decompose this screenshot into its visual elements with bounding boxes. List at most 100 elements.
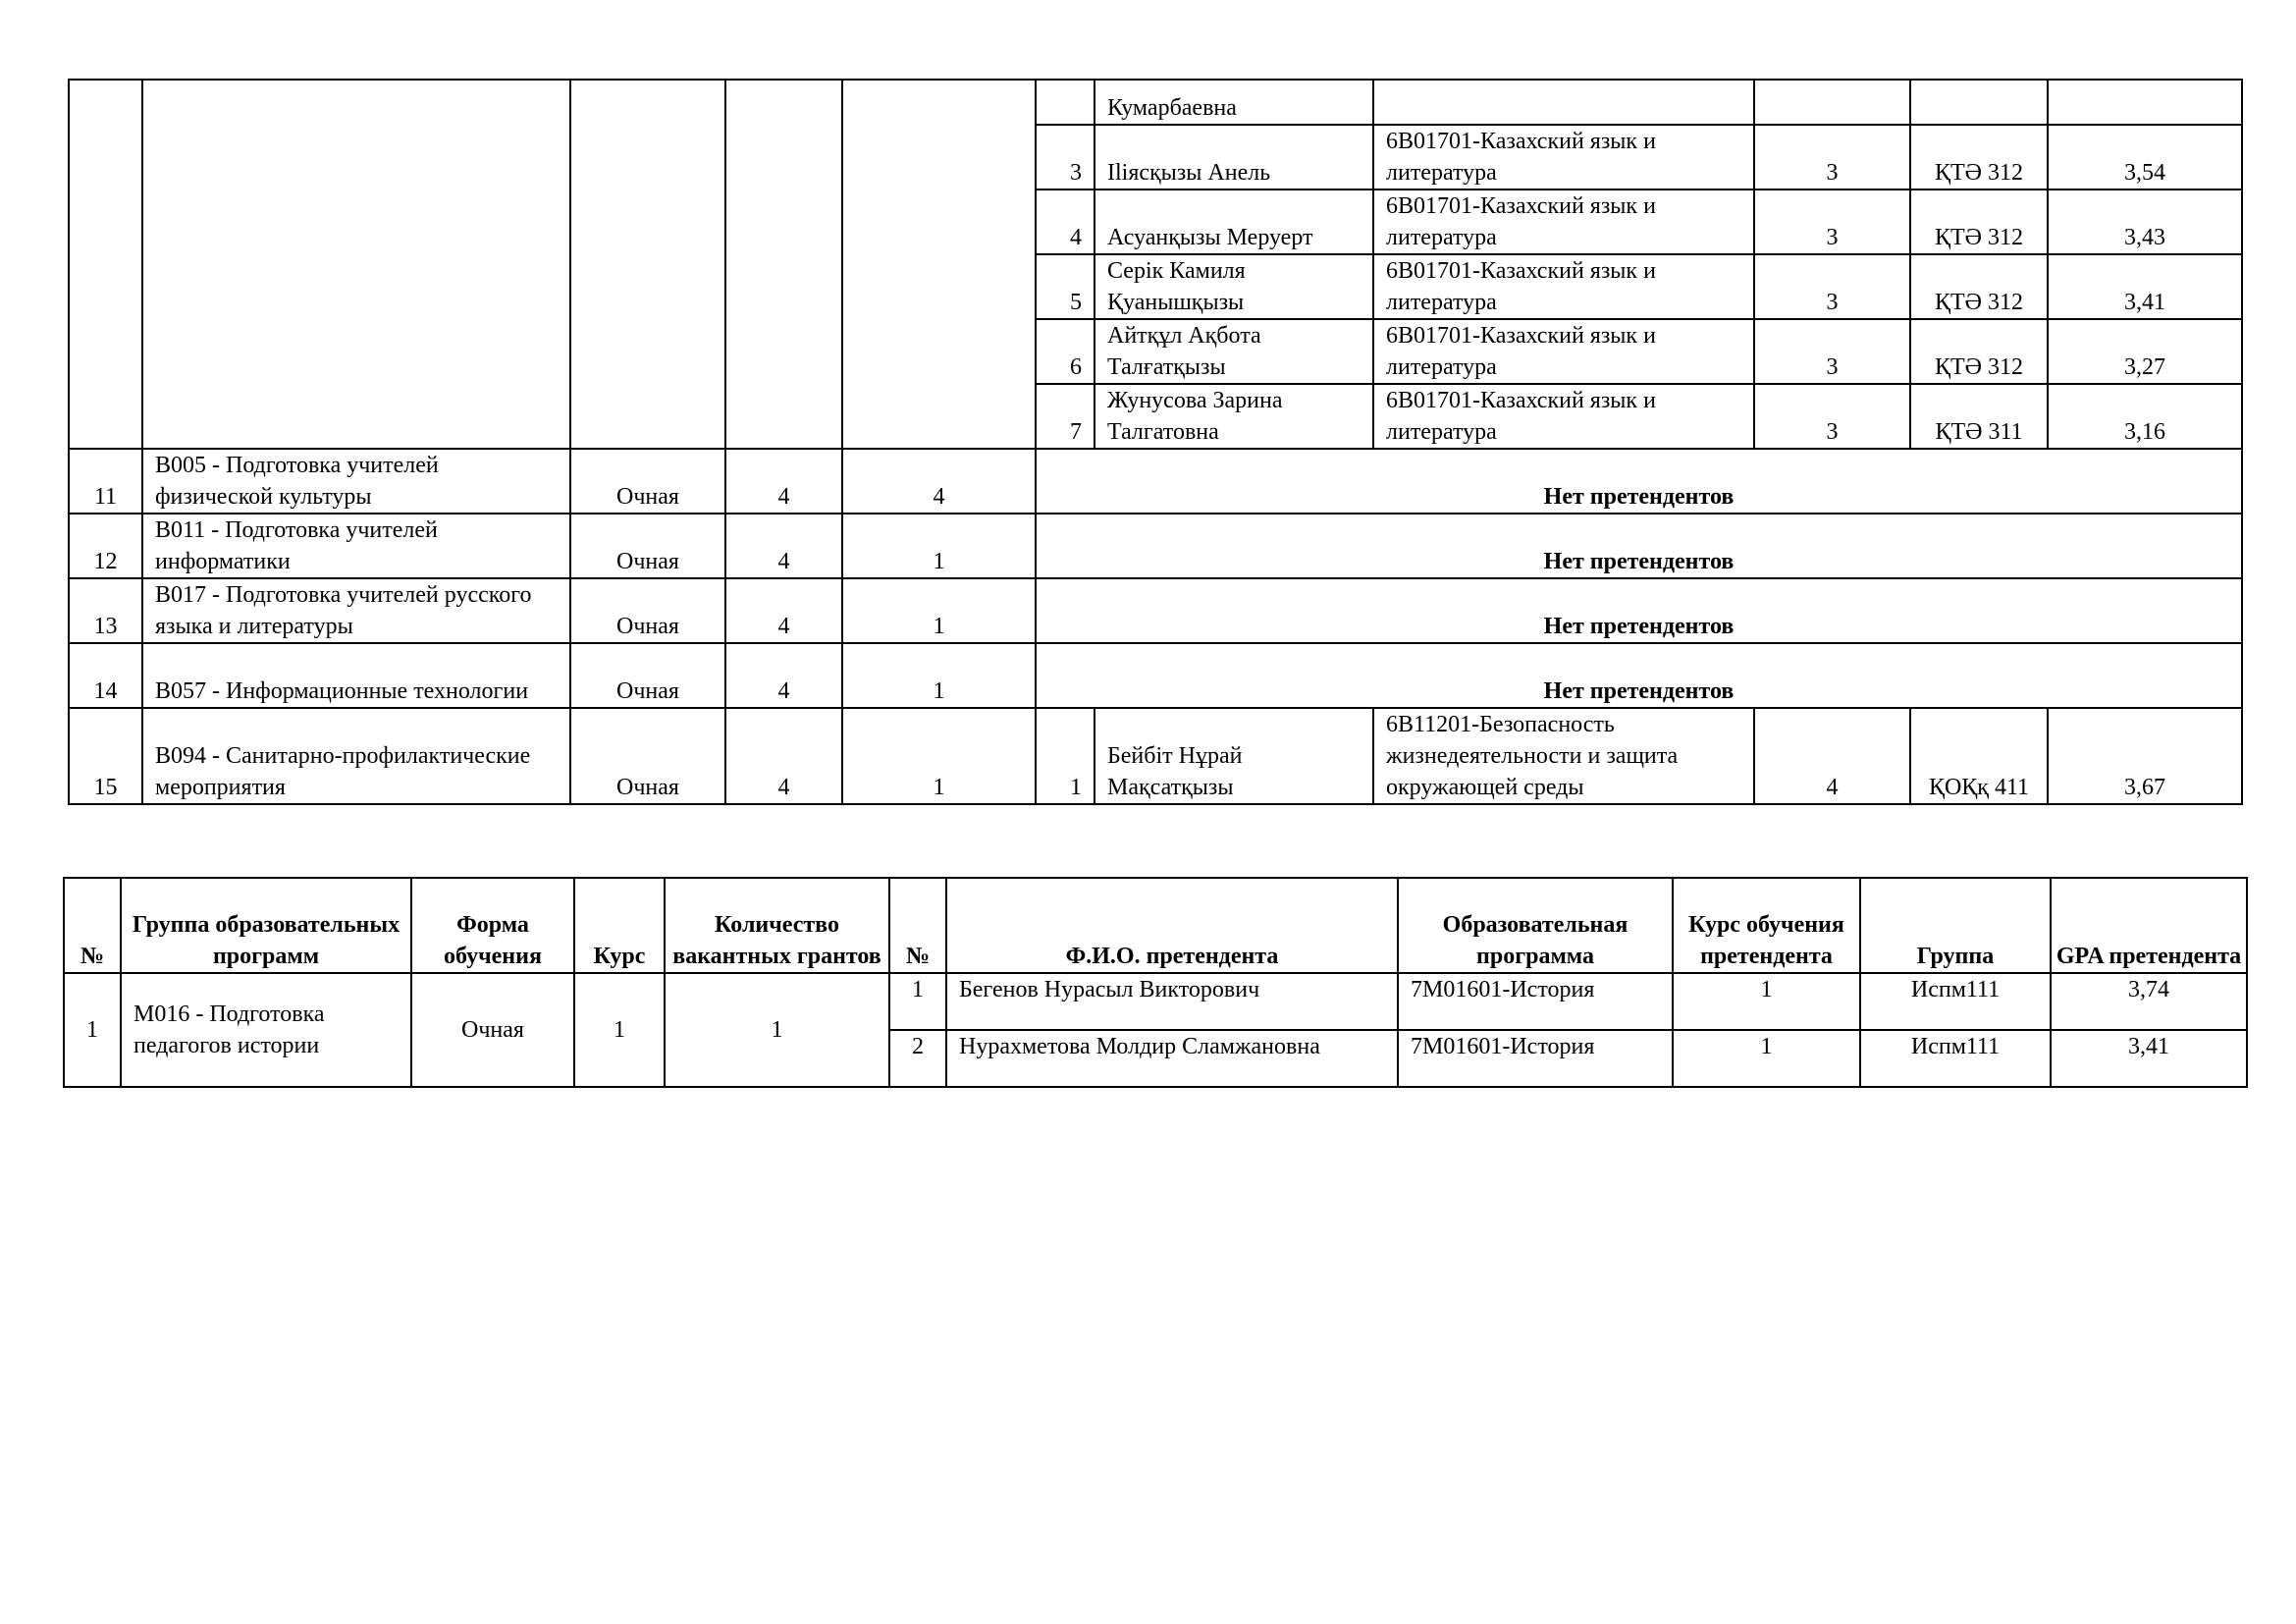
applicant-gpa: 3,74 [2050, 972, 2248, 1031]
table-row: 14 В057 - Информационные технологии Очная 4… [68, 642, 2243, 709]
applicant-number [1035, 79, 1095, 126]
applicant-group: ҚТӘ 312 [1909, 124, 2049, 190]
applicant-number: 4 [1035, 189, 1095, 255]
column-header: Количество вакантных грантов [664, 877, 890, 974]
vacant-grants: 1 [841, 513, 1037, 579]
group-name: В017 - Подготовка учителей русского язык… [141, 577, 571, 644]
vacant-grants: 1 [841, 577, 1037, 644]
group-number [68, 79, 143, 450]
no-applicants-note: Нет претендентов [1035, 577, 2243, 644]
educational-program: 7М01601-История [1397, 1029, 1674, 1088]
applicant-gpa: 3,43 [2047, 189, 2243, 255]
table-row: 5 Серік Камиля Қуанышқызы 6В01701-Казахски… [69, 253, 2243, 320]
applicant-name: Нурахметова Молдир Сламжановна [945, 1029, 1399, 1088]
applicant-gpa: 3,41 [2050, 1029, 2248, 1088]
applicant-course [1753, 79, 1911, 126]
applicant-gpa: 3,54 [2047, 124, 2243, 190]
study-form: Очная [569, 577, 726, 644]
column-header: Форма обучения [410, 877, 575, 974]
table-row: 12 В011 - Подготовка учителей информатики… [68, 513, 2243, 579]
group-name: М016 - Подготовка педагогов истории [120, 972, 412, 1088]
vacant-grants: 1 [841, 707, 1037, 805]
educational-program: 6В11201-Безопасность жизнедеятельности и… [1372, 707, 1755, 805]
educational-program [1372, 79, 1755, 126]
applicant-name: Айтқұл Ақбота Талғатқызы [1094, 318, 1374, 385]
group-number: 15 [68, 707, 143, 805]
educational-program: 7М01601-История [1397, 972, 1674, 1031]
column-header: № [888, 877, 947, 974]
applicant-course: 3 [1753, 124, 1911, 190]
table-row: 11 В005 - Подготовка учителей физической … [68, 448, 2243, 514]
applicant-name: Асуанқызы Меруерт [1094, 189, 1374, 255]
course: 4 [724, 448, 843, 514]
applicant-number: 2 [888, 1029, 947, 1088]
table-row: 7 Жунусова Зарина Талгатовна 6В01701-Казах… [69, 383, 2243, 450]
applicant-course: 4 [1753, 707, 1911, 805]
vacant-grants: 4 [841, 448, 1037, 514]
column-header: Группа [1859, 877, 2052, 974]
vacant-grants: 1 [664, 972, 890, 1088]
study-form: Очная [569, 707, 726, 805]
group-name: В057 - Информационные технологии [141, 642, 571, 709]
master-grants-table: № Группа образовательных программ Форма об… [63, 877, 2248, 1088]
header-row: № Группа образовательных программ Форма об… [63, 877, 2248, 974]
applicant-name: Бегенов Нурасыл Викторович [945, 972, 1399, 1031]
applicant-name: Серік Камиля Қуанышқызы [1094, 253, 1374, 320]
applicant-number: 3 [1035, 124, 1095, 190]
applicant-group: ҚОҚқ 411 [1909, 707, 2049, 805]
applicant-number: 7 [1035, 383, 1095, 450]
applicant-gpa: 3,16 [2047, 383, 2243, 450]
applicant-group: ҚТӘ 312 [1909, 253, 2049, 320]
applicant-course: 3 [1753, 253, 1911, 320]
column-header: Курс [573, 877, 666, 974]
column-header: Группа образовательных программ [120, 877, 412, 974]
applicant-group: Испм111 [1859, 1029, 2052, 1088]
group-name: В011 - Подготовка учителей информатики [141, 513, 571, 579]
applicant-gpa [2047, 79, 2243, 126]
applicant-group: ҚТӘ 312 [1909, 189, 2049, 255]
column-header: Образовательная программа [1397, 877, 1674, 974]
table-row: 2 Нурахметова Молдир Сламжановна 7М01601-И… [64, 1029, 2248, 1088]
table-row: 1 М016 - Подготовка педагогов истории Очна… [63, 972, 2248, 1088]
study-form [569, 79, 726, 450]
table-row: 6 Айтқұл Ақбота Талғатқызы 6В01701-Казахск… [69, 318, 2243, 385]
applicant-number: 1 [1035, 707, 1095, 805]
group-name: В005 - Подготовка учителей физической ку… [141, 448, 571, 514]
applicant-group: ҚТӘ 311 [1909, 383, 2049, 450]
applicant-gpa: 3,41 [2047, 253, 2243, 320]
table-row: Кумарбаевна [68, 79, 2243, 450]
table-row: 15 В094 - Санитарно-профилактические меро… [68, 707, 2243, 805]
applicant-group: ҚТӘ 312 [1909, 318, 2049, 385]
group-name [141, 79, 571, 450]
study-form: Очная [569, 642, 726, 709]
applicant-gpa: 3,27 [2047, 318, 2243, 385]
applicant-number: 5 [1035, 253, 1095, 320]
table-row: 4 Асуанқызы Меруерт 6В01701-Казахский язык… [69, 189, 2243, 255]
group-name: В094 - Санитарно-профилактические меропр… [141, 707, 571, 805]
table-row: 3 Іliясқызы Анель 6В01701-Казахский язык и… [69, 124, 2243, 190]
educational-program: 6В01701-Казахский язык и литература [1372, 189, 1755, 255]
course: 4 [724, 707, 843, 805]
course: 4 [724, 577, 843, 644]
applicant-group [1909, 79, 2049, 126]
educational-program: 6В01701-Казахский язык и литература [1372, 383, 1755, 450]
vacant-grants: 1 [841, 642, 1037, 709]
column-header: Ф.И.О. претендента [945, 877, 1399, 974]
group-number: 12 [68, 513, 143, 579]
educational-program: 6В01701-Казахский язык и литература [1372, 124, 1755, 190]
applicant-course: 1 [1672, 1029, 1861, 1088]
applicant-course: 1 [1672, 972, 1861, 1031]
group-number: 13 [68, 577, 143, 644]
group-number: 11 [68, 448, 143, 514]
course: 4 [724, 642, 843, 709]
applicant-group: Испм111 [1859, 972, 2052, 1031]
educational-program: 6В01701-Казахский язык и литература [1372, 318, 1755, 385]
no-applicants-note: Нет претендентов [1035, 642, 2243, 709]
column-header: № [63, 877, 122, 974]
group-number: 14 [68, 642, 143, 709]
applicant-name: Іliясқызы Анель [1094, 124, 1374, 190]
group-number: 1 [63, 972, 122, 1088]
course: 1 [573, 972, 666, 1088]
applicant-number: 1 [888, 972, 947, 1031]
no-applicants-note: Нет претендентов [1035, 513, 2243, 579]
